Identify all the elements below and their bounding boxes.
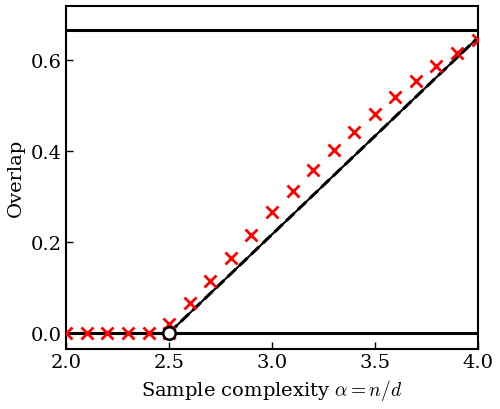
Y-axis label: Overlap: Overlap (7, 139, 25, 217)
X-axis label: Sample complexity $\alpha = n/d$: Sample complexity $\alpha = n/d$ (141, 377, 403, 402)
